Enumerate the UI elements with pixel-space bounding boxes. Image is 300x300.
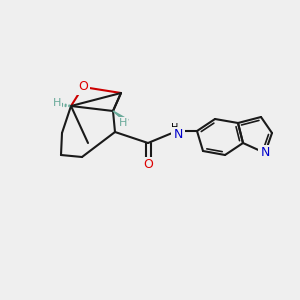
Text: N: N	[173, 128, 183, 142]
Text: N: N	[260, 146, 270, 160]
Polygon shape	[113, 111, 128, 122]
Text: H: H	[119, 118, 127, 128]
Text: O: O	[143, 158, 153, 172]
Text: O: O	[78, 80, 88, 94]
Text: H: H	[53, 98, 61, 108]
Text: H: H	[171, 123, 179, 133]
